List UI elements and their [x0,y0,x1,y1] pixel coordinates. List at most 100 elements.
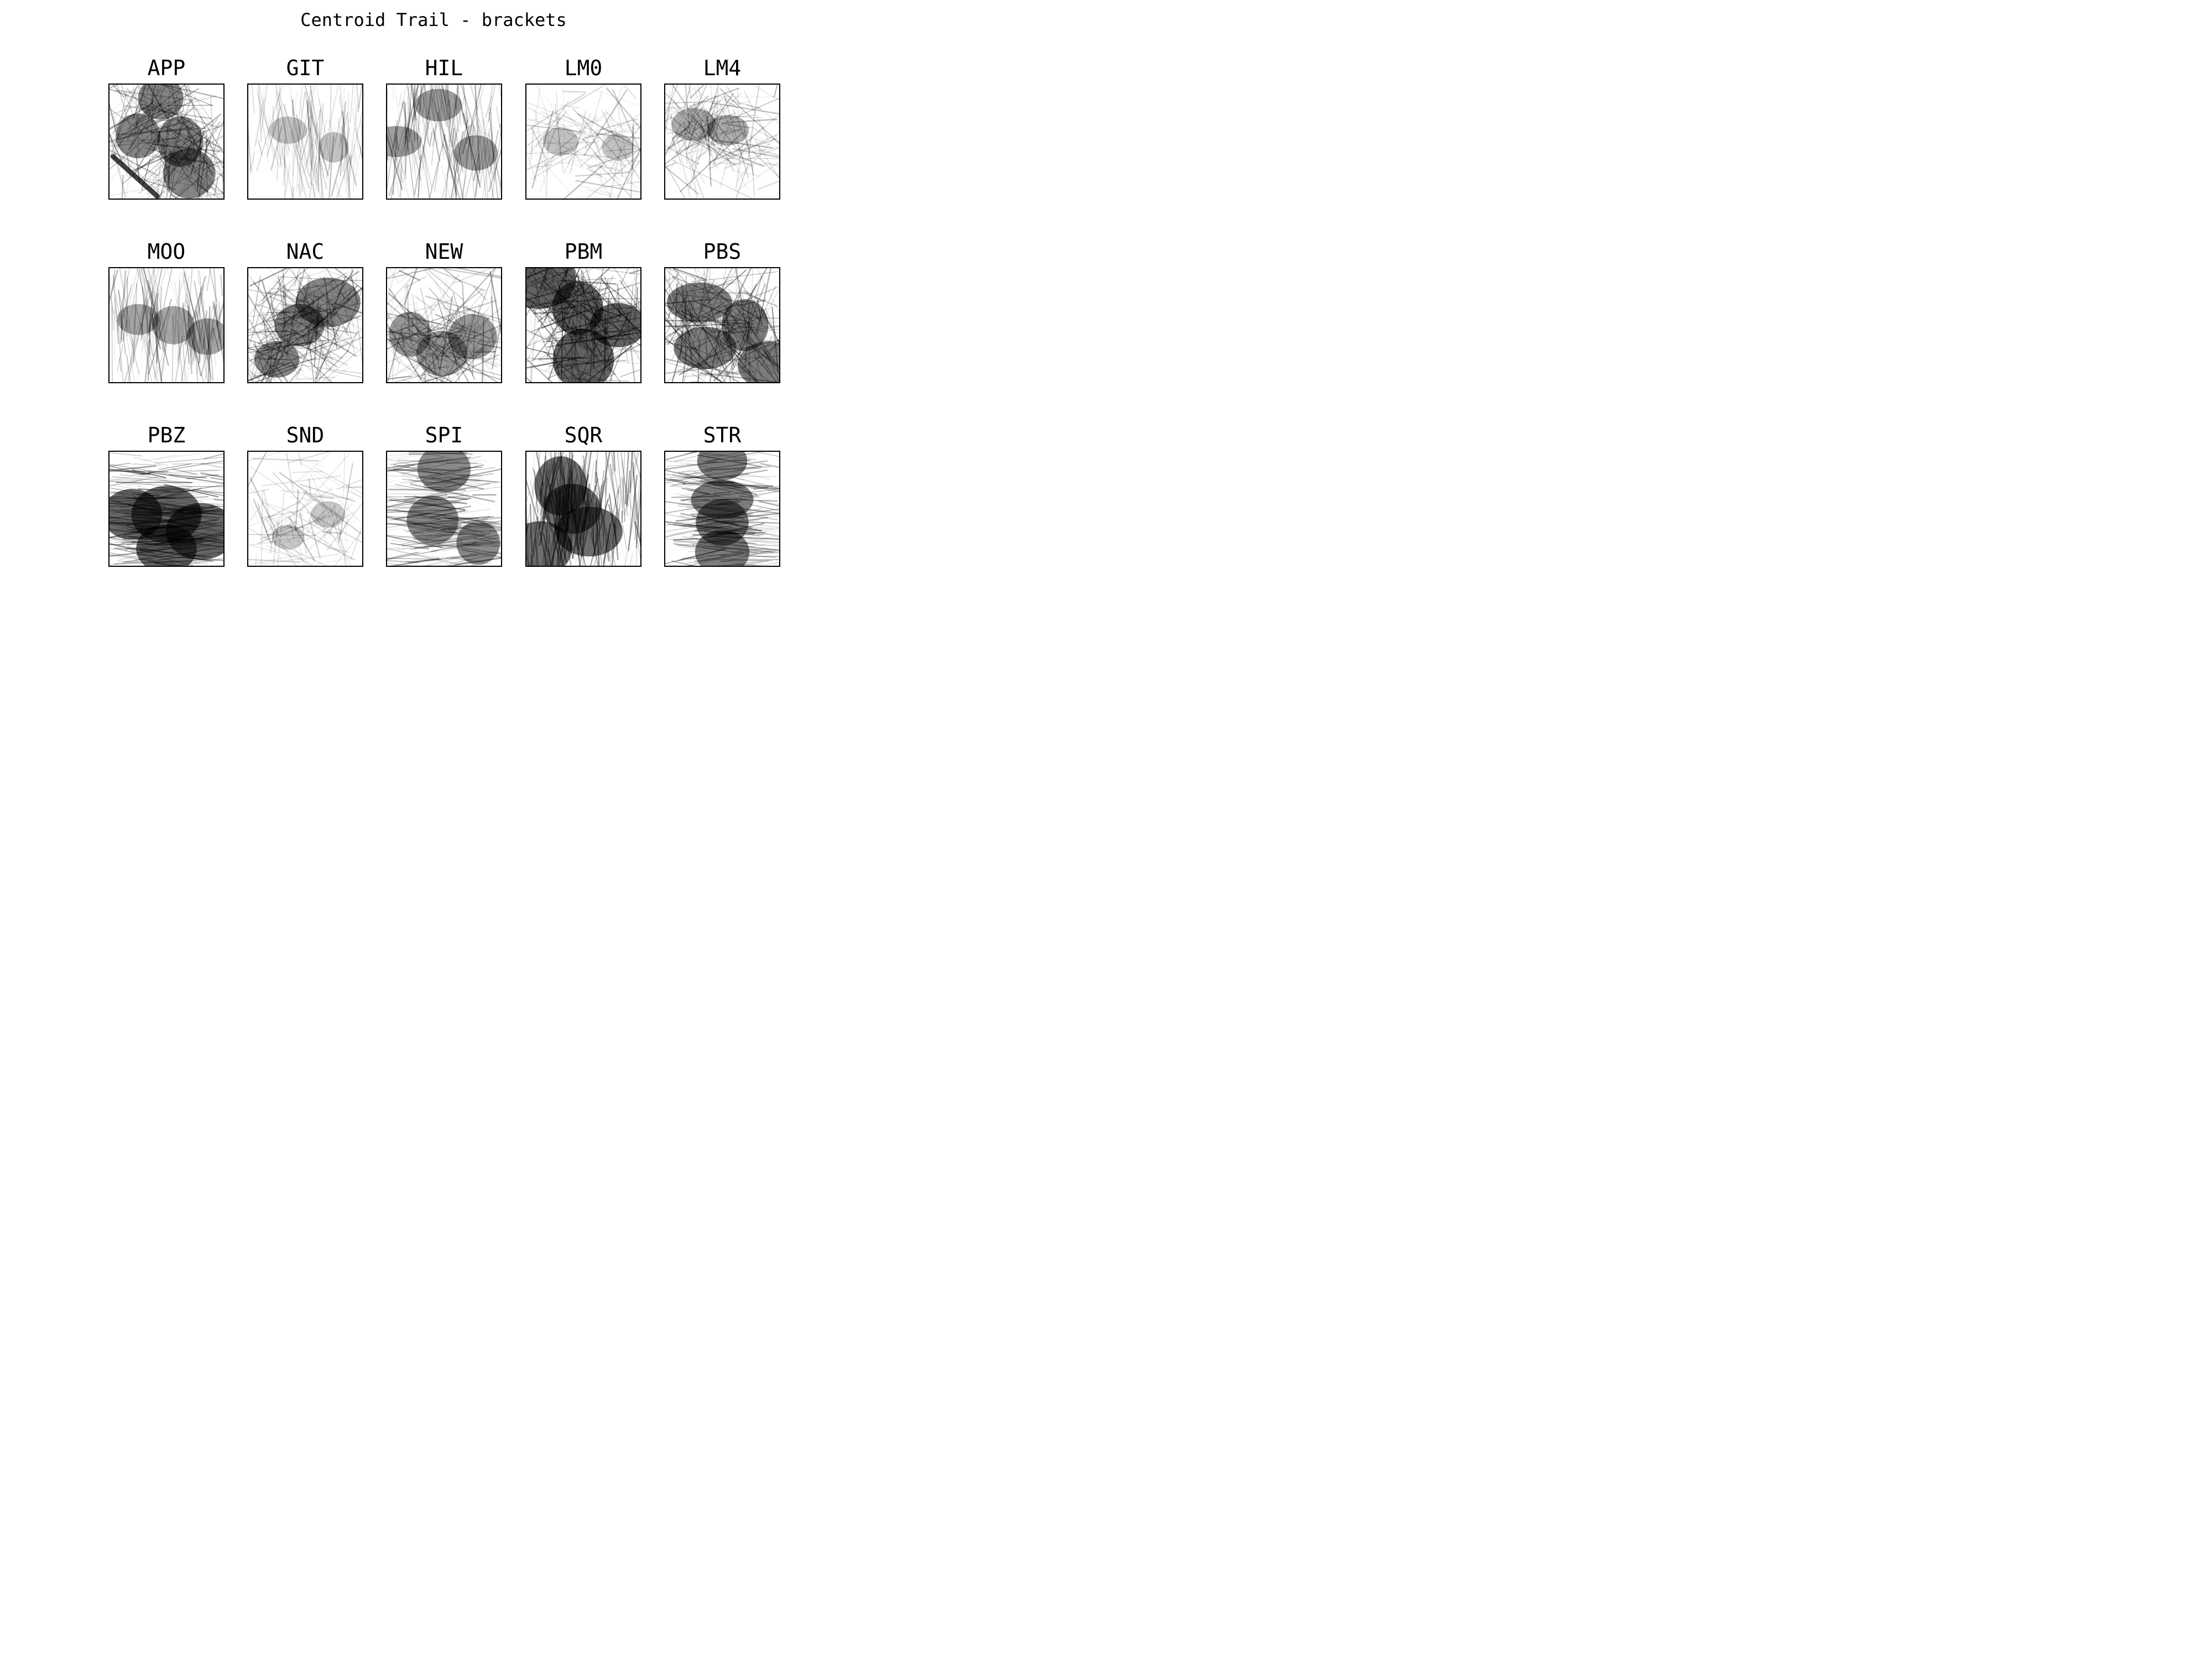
trail-segment [403,123,408,150]
trail-segment [338,117,345,150]
trail-segment [217,302,223,327]
trail-segment [132,538,204,543]
trail-segment [387,551,419,560]
trail-segment [491,296,494,321]
trail-segment [276,147,283,166]
trail-segment [687,292,693,324]
trail-segment [761,347,771,360]
trail-segment [137,164,184,199]
trail-segment [686,509,749,525]
trail-segment [309,306,329,310]
trail-segment [341,85,345,167]
trail-segment [701,327,733,356]
trail-segment [292,314,309,320]
trail-segment [526,505,529,566]
trail-segment [582,464,589,507]
trail-segment [430,307,442,382]
trail-segment [387,338,442,361]
trail-segment [685,311,747,371]
trail-segment [139,98,196,133]
trail-segment [346,104,358,193]
trail-segment [387,119,398,189]
trail-segment [530,516,539,566]
panel-title-str: STR [703,423,742,447]
trail-segment [711,163,779,165]
trail-segment [534,470,538,513]
dense-region [417,452,471,493]
trail-segment [689,105,735,158]
trail-segment [425,268,463,300]
trail-segment [159,157,170,173]
trail-segment [604,495,610,512]
trail-segment [118,268,131,321]
trail-segment [676,110,697,197]
trail-segment [132,131,161,177]
trail-segment [404,112,411,145]
trail-segment [676,367,695,371]
trail-segment [489,130,499,175]
panel-title-hil: HIL [425,56,463,80]
dense-region [389,311,431,357]
trail-segment [263,502,342,552]
trail-segment [712,102,779,114]
trail-segment [191,505,206,508]
trail-segment [488,85,495,122]
trail-segment [539,491,550,545]
trail-segment [154,541,204,545]
trail-segment [213,539,223,542]
trail-segment [453,353,473,363]
trail-segment [672,293,750,303]
trail-segment [387,327,427,350]
trail-segment [260,490,263,566]
trail-segment [685,296,696,309]
panel-str [664,451,780,567]
trail-segment [575,180,640,193]
trail-segment [123,515,161,520]
trail-segment [168,118,218,177]
trail-segment [248,489,270,494]
trail-segment [570,465,577,510]
trail-segment [109,499,122,503]
trail-segment [147,85,166,129]
trail-segment [587,462,594,509]
trail-segment [149,285,161,328]
panel-pbs [664,267,780,383]
trail-segment [129,87,159,149]
trail-segment [546,305,574,341]
trail-segment [540,488,560,559]
trail-segment [435,314,491,340]
trail-segment [170,517,201,519]
trail-segment [284,284,287,315]
trail-segment [454,132,468,199]
trail-segment [257,268,309,307]
trail-segment [312,121,324,171]
trail-segment [295,297,344,320]
trail-segment [387,497,453,509]
trail-segment [117,126,147,158]
trail-segment [187,549,223,551]
trail-segment [457,114,464,155]
trail-segment [553,278,616,282]
panel-title-app: APP [147,56,186,80]
trail-segment [144,278,146,314]
trail-segment [732,452,765,456]
trail-segment [416,354,477,367]
trail-segment [479,128,491,185]
trail-segment [126,512,217,514]
trail-segment [709,531,744,537]
trail-segment [306,338,312,360]
trail-segment [208,348,212,372]
trail-segment [676,113,735,138]
trail-segment [326,328,357,334]
trail-segment [690,127,722,148]
trail-segment [448,133,455,158]
trail-segment [560,293,632,327]
trail-segment [673,268,707,307]
trail-segment [526,290,541,299]
trail-segment [346,331,359,352]
trail-segment [180,116,214,176]
trail-segment [724,320,776,367]
trail-segment [156,94,185,120]
trail-segment [356,85,359,108]
trail-segment [551,268,611,322]
